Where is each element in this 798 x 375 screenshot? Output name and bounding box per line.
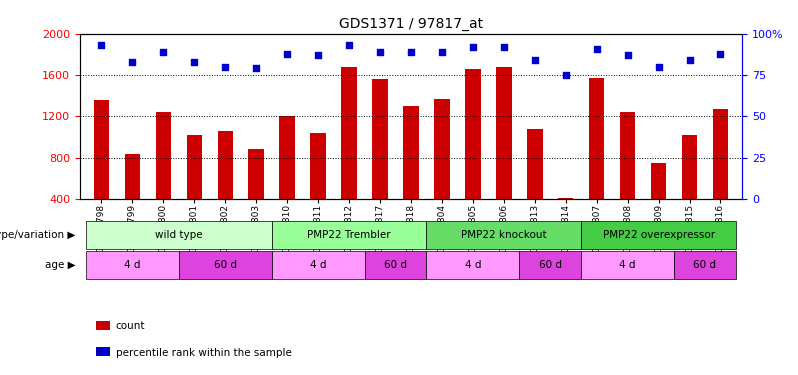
Text: wild type: wild type: [155, 230, 203, 240]
Bar: [310, 133, 326, 199]
Point: [157, 49, 170, 55]
Point: [497, 44, 510, 50]
Text: 4 d: 4 d: [464, 260, 481, 270]
Text: percentile rank within the sample: percentile rank within the sample: [116, 348, 291, 357]
Bar: [187, 135, 202, 199]
Point: [312, 52, 325, 58]
Bar: [271, 221, 426, 249]
Point: [436, 49, 448, 55]
Bar: [248, 149, 264, 199]
Point: [621, 52, 634, 58]
Bar: [179, 251, 271, 279]
Bar: [271, 251, 365, 279]
Bar: [124, 154, 140, 199]
Text: 60 d: 60 d: [693, 260, 717, 270]
Bar: [156, 112, 171, 199]
Point: [405, 49, 417, 55]
Bar: [373, 79, 388, 199]
Bar: [93, 100, 109, 199]
Text: PMP22 Trembler: PMP22 Trembler: [307, 230, 391, 240]
Point: [714, 51, 727, 57]
Point: [652, 64, 665, 70]
Bar: [519, 251, 581, 279]
Bar: [581, 221, 736, 249]
Text: 60 d: 60 d: [539, 260, 562, 270]
Point: [219, 64, 231, 70]
Text: 4 d: 4 d: [124, 260, 140, 270]
Bar: [713, 109, 729, 199]
Text: age ▶: age ▶: [45, 260, 76, 270]
Point: [188, 59, 201, 65]
Bar: [279, 116, 295, 199]
Point: [467, 44, 480, 50]
Bar: [527, 129, 543, 199]
Point: [591, 46, 603, 52]
Text: genotype/variation ▶: genotype/variation ▶: [0, 230, 76, 240]
Text: count: count: [116, 321, 145, 331]
Title: GDS1371 / 97817_at: GDS1371 / 97817_at: [339, 17, 483, 32]
Bar: [465, 69, 480, 199]
Bar: [620, 112, 635, 199]
Point: [559, 72, 572, 78]
Bar: [342, 67, 357, 199]
Bar: [681, 135, 697, 199]
Text: 60 d: 60 d: [214, 260, 237, 270]
Point: [281, 51, 294, 57]
Point: [683, 57, 696, 63]
Bar: [403, 106, 419, 199]
Point: [126, 59, 139, 65]
Text: 60 d: 60 d: [384, 260, 407, 270]
Bar: [558, 198, 574, 199]
Bar: [589, 78, 604, 199]
Bar: [86, 221, 271, 249]
Text: 4 d: 4 d: [310, 260, 326, 270]
Point: [528, 57, 541, 63]
Bar: [674, 251, 736, 279]
Point: [250, 65, 263, 71]
Text: 4 d: 4 d: [619, 260, 636, 270]
Text: PMP22 overexpressor: PMP22 overexpressor: [602, 230, 715, 240]
Bar: [426, 251, 519, 279]
Point: [342, 42, 355, 48]
Point: [95, 42, 108, 48]
Text: PMP22 knockout: PMP22 knockout: [461, 230, 547, 240]
Bar: [651, 163, 666, 199]
Bar: [86, 251, 179, 279]
Bar: [426, 221, 581, 249]
Bar: [496, 67, 512, 199]
Bar: [218, 131, 233, 199]
Bar: [365, 251, 426, 279]
Bar: [434, 99, 449, 199]
Bar: [581, 251, 674, 279]
Point: [373, 49, 386, 55]
